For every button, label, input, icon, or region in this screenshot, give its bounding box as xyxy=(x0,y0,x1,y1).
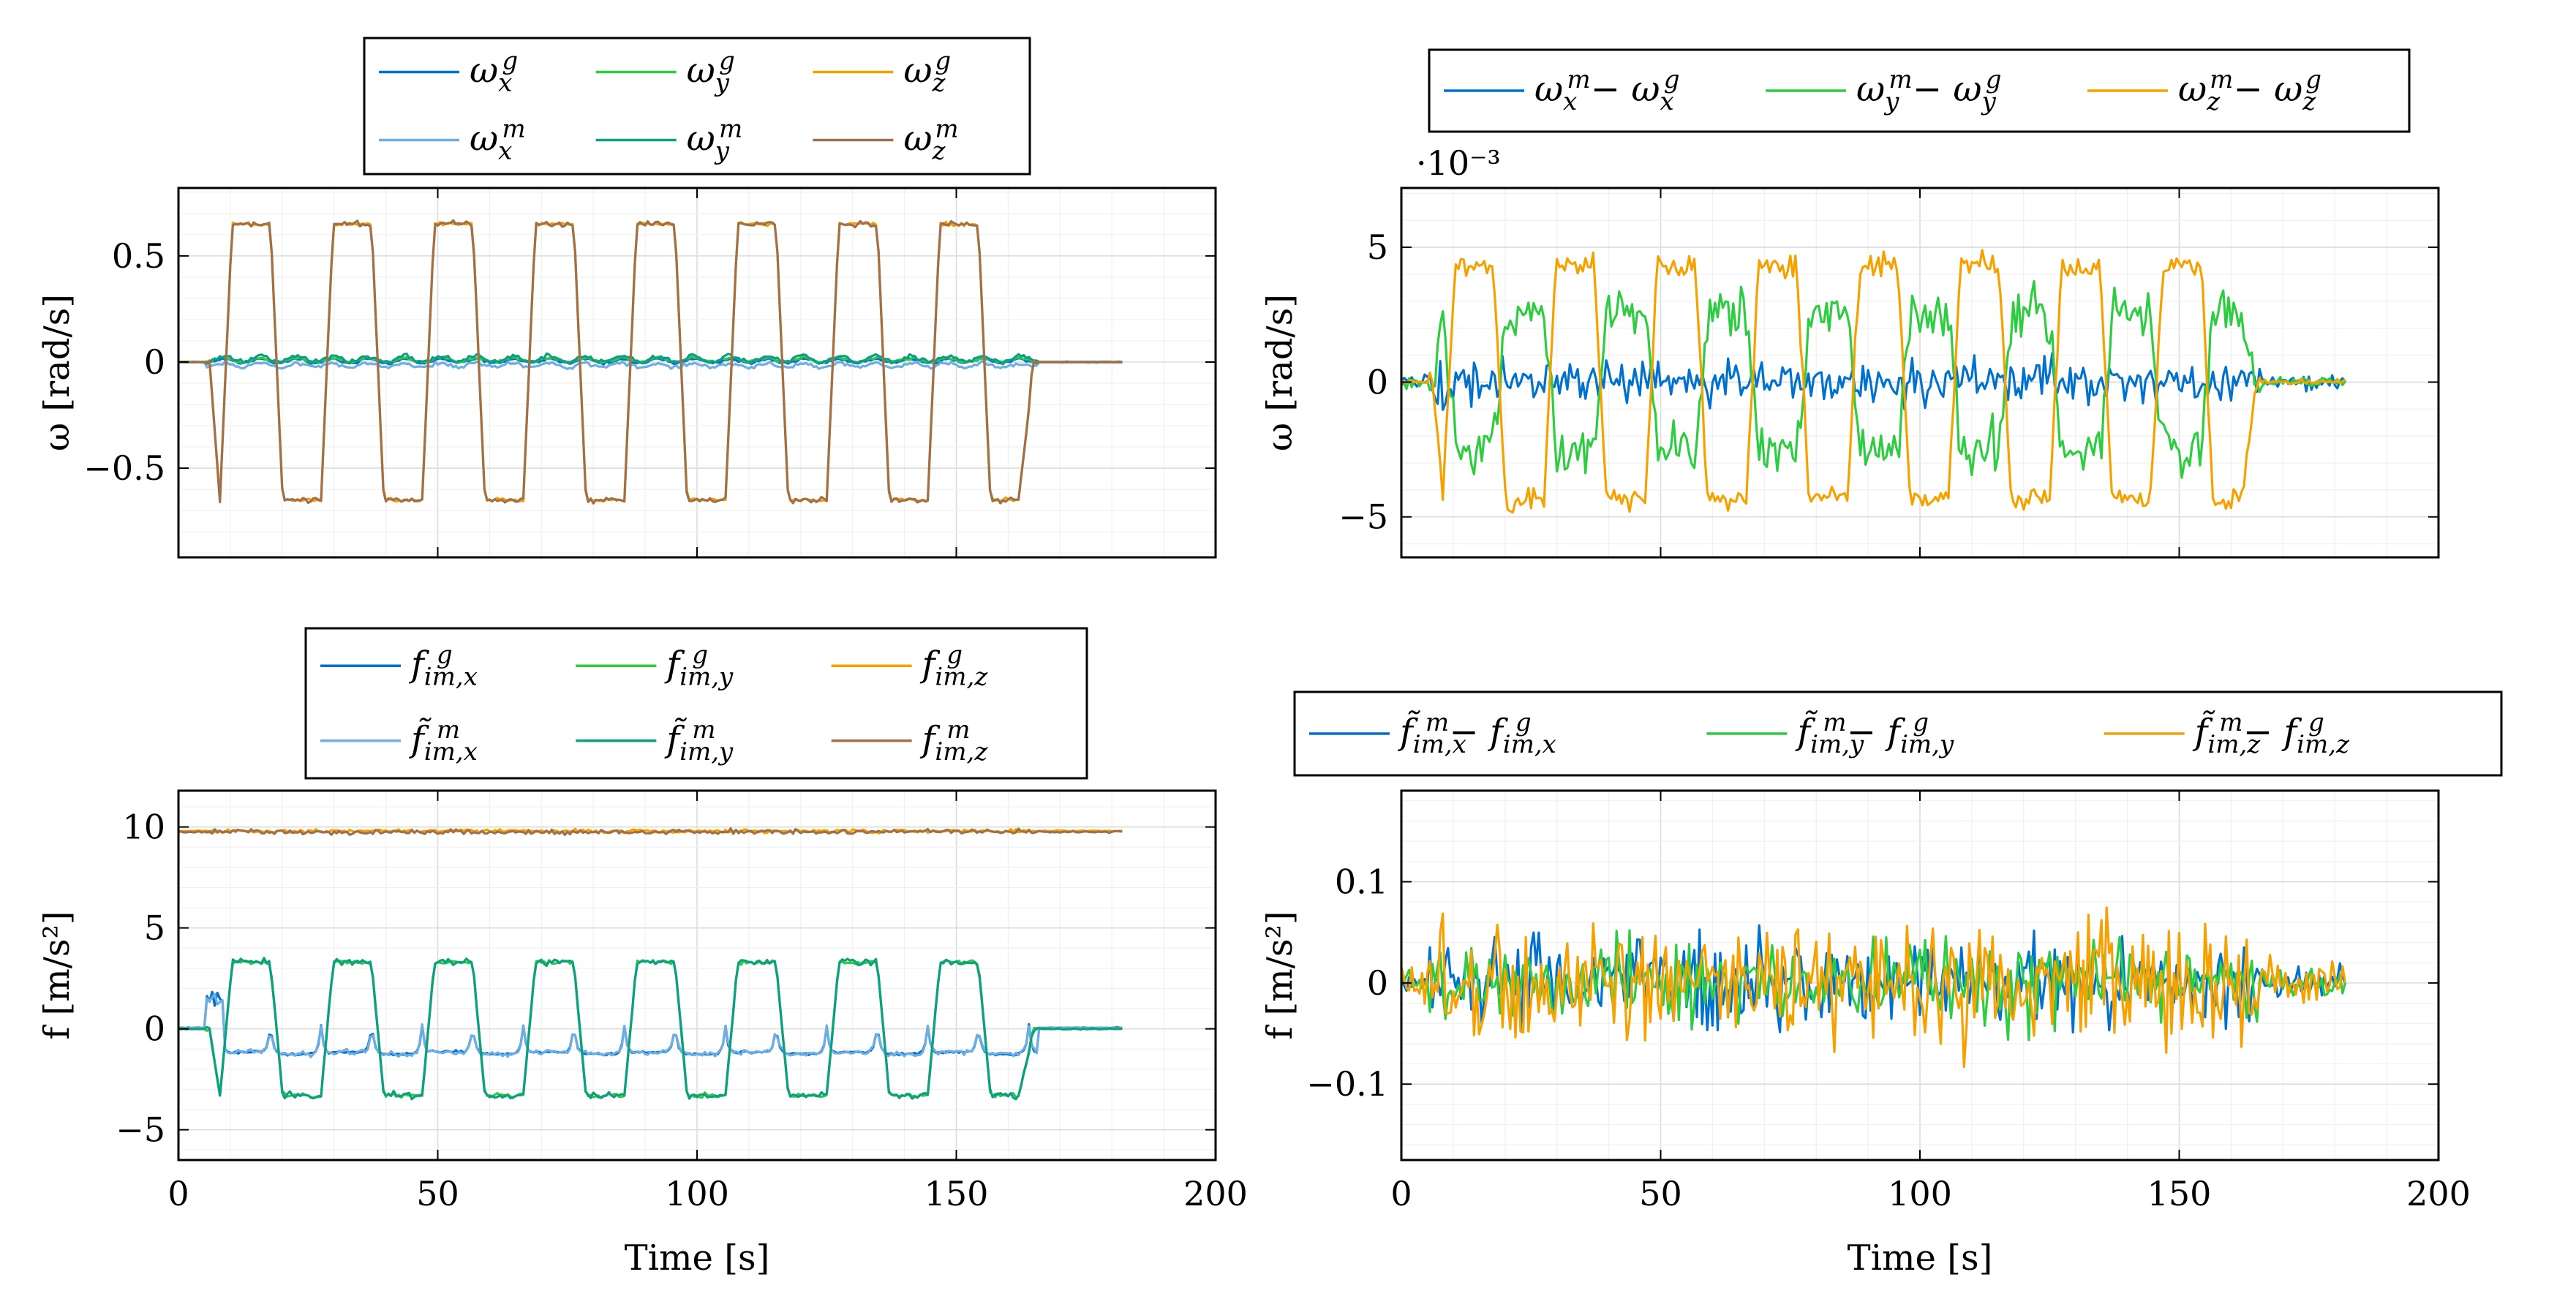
legend-box xyxy=(304,627,1088,780)
y-axis-label: f [m/s²] xyxy=(1259,911,1300,1039)
legend-br: f̃im,xm − fim,xg f̃im,ym − fim,yg f̃im,z… xyxy=(1293,690,2503,777)
legend-entry-2: ωzm − ωzg xyxy=(2178,65,2321,116)
legend-entry-0: f̃im,xm − fim,xg xyxy=(1398,708,1556,759)
x-axis-label: Time [s] xyxy=(625,1238,770,1279)
y-tick-label: 0.5 xyxy=(112,236,165,276)
y-tick-label: 10 xyxy=(122,807,165,847)
legend-entry-4: f̃im,ym xyxy=(664,715,734,767)
y-tick-label: 0 xyxy=(1367,362,1388,402)
legend-tr: ωxm − ωxg ωym − ωyg ωzm − ωzg xyxy=(1428,48,2411,133)
x-tick-label: 150 xyxy=(924,1174,989,1213)
series-line-5 xyxy=(178,219,1123,505)
x-tick-label: 200 xyxy=(2406,1174,2471,1213)
legend-entry-5: fim,zm xyxy=(920,715,989,767)
y-tick-label: −0.1 xyxy=(1306,1064,1388,1104)
x-tick-label: 100 xyxy=(1888,1174,1952,1213)
legend-entry-1: f̃im,ym − fim,yg xyxy=(1795,708,1954,759)
y-axis-label: ω [rad/s] xyxy=(1259,294,1300,451)
series-line-2 xyxy=(178,827,1123,835)
chart-tl: −0.5 0 0.5 ω [rad/s] ωxg ωyg ωzg ωxm ωym ωzm xyxy=(37,37,1217,559)
legend-box xyxy=(363,37,1031,176)
series-group xyxy=(178,827,1123,1101)
grid xyxy=(178,188,1216,557)
series-group xyxy=(1401,249,2346,514)
chart-tr: −5 0 5 ω [rad/s] ·10⁻³ ωxm − ωxg ωym − ωyg ωz… xyxy=(1259,48,2440,559)
y-tick-label: 0 xyxy=(1367,963,1388,1003)
series-line-4 xyxy=(178,957,1123,1101)
legend-entry-4: ωym xyxy=(687,115,743,166)
y-tick-label: 0 xyxy=(144,342,165,382)
series-line-4 xyxy=(178,352,1123,366)
y-tick-label: 0 xyxy=(144,1009,165,1049)
x-tick-label: 0 xyxy=(1390,1174,1412,1213)
legend-entry-5: ωzm xyxy=(903,115,958,166)
x-tick-label: 200 xyxy=(1183,1174,1248,1213)
series-group xyxy=(1401,906,2346,1069)
legend-tl: ωxg ωyg ωzg ωxm ωym ωzm xyxy=(363,37,1031,176)
legend-entry-2: f̃im,zm − fim,zg xyxy=(2193,708,2350,759)
series-line-0 xyxy=(1401,352,2346,411)
y-tick-label: −5 xyxy=(1338,497,1388,537)
x-tick-label: 50 xyxy=(1639,1174,1682,1213)
series-group xyxy=(178,219,1123,505)
legend-entry-0: ωxm − ωxg xyxy=(1534,65,1679,116)
x-tick-label: 100 xyxy=(665,1174,729,1213)
y-axis-label: ω [rad/s] xyxy=(37,294,78,451)
series-line-3 xyxy=(178,993,1123,1058)
x-tick-label: 50 xyxy=(416,1174,459,1213)
x-tick-label: 150 xyxy=(2147,1174,2212,1213)
legend-entry-2: fim,zg xyxy=(920,640,989,691)
y-tick-label: −5 xyxy=(116,1110,165,1150)
y-tick-label: 5 xyxy=(144,908,165,948)
chart-br: 0 50 100 150 200 −0.1 0 0.1 f [m/s²] Time [s] f̃im… xyxy=(1259,690,2503,1279)
series-line-2 xyxy=(1401,249,2346,514)
grid xyxy=(178,791,1216,1160)
series-line-1 xyxy=(1401,279,2346,479)
x-tick-label: 0 xyxy=(167,1174,189,1213)
legend-entry-3: ωxm xyxy=(470,115,526,166)
series-line-5 xyxy=(178,827,1123,836)
x-axis-label: Time [s] xyxy=(1848,1238,1993,1279)
series-line-3 xyxy=(178,360,1123,370)
series-line-2 xyxy=(1401,906,2346,1069)
legend-entry-2: ωzg xyxy=(903,47,951,98)
y-tick-label: 5 xyxy=(1367,227,1388,267)
y-tick-label: 0.1 xyxy=(1335,862,1388,902)
y-exponent-label: ·10⁻³ xyxy=(1416,143,1501,183)
legend-bl: fim,xg fim,yg fim,zg f̃im,xm f̃im,ym fim… xyxy=(304,627,1088,780)
legend-entry-1: ωym − ωyg xyxy=(1856,65,2002,116)
y-tick-label: −0.5 xyxy=(83,448,165,488)
y-axis-label: f [m/s²] xyxy=(37,911,78,1039)
legend-box xyxy=(1428,48,2411,133)
legend-box xyxy=(1293,690,2503,777)
legend-entry-0: ωxg xyxy=(470,47,518,98)
legend-entry-1: ωyg xyxy=(687,47,735,98)
